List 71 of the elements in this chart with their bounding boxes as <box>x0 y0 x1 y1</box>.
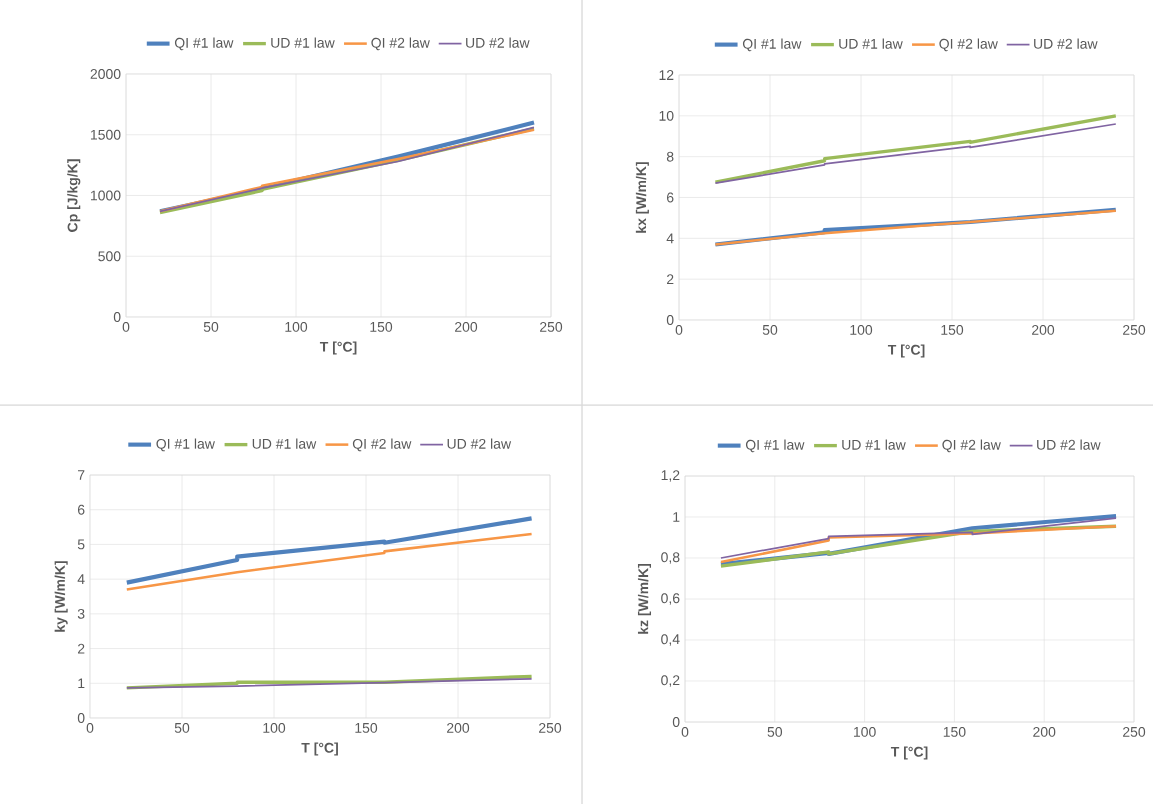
y-tick-label: 2000 <box>90 69 121 79</box>
y-tick-label: 2 <box>667 274 674 285</box>
x-tick-label: 100 <box>263 722 286 733</box>
y-axis-title: kz [W/m/K] <box>637 564 652 634</box>
legend-label: QI #2 law <box>942 439 1001 453</box>
legend-label: QI #2 law <box>352 438 412 452</box>
y-tick-label: 2 <box>77 643 85 654</box>
x-tick-label: 250 <box>1123 324 1146 335</box>
x-tick-label: 100 <box>850 324 873 335</box>
y-tick-label: 4 <box>666 233 674 244</box>
legend-label: UD #1 law <box>839 38 903 49</box>
x-tick-label: 50 <box>767 726 783 737</box>
x-tick-label: 50 <box>203 321 219 332</box>
y-tick-label: 6 <box>667 192 674 203</box>
legend-label: UD #1 law <box>842 439 906 450</box>
x-tick-label: 200 <box>447 722 470 733</box>
y-tick-label: 1000 <box>90 190 121 201</box>
y-tick-label: 8 <box>666 151 674 162</box>
x-axis-title: T [°C] <box>890 746 928 760</box>
x-tick-label: 50 <box>174 722 190 733</box>
legend-label: UD #2 law <box>466 37 530 48</box>
legend-label: UD #2 law <box>447 438 512 449</box>
legend-label: QI #2 law <box>939 38 998 52</box>
x-tick-label: 250 <box>540 321 563 332</box>
x-tick-label: 150 <box>370 321 393 332</box>
legend-label: QI #1 law <box>156 438 215 452</box>
legend-label: UD #1 law <box>271 37 335 48</box>
y-tick-label: 0,2 <box>661 675 680 687</box>
legend-label: UD #2 law <box>1034 38 1098 49</box>
legend-label: UD #2 law <box>1037 439 1101 450</box>
x-tick-label: 50 <box>762 324 778 335</box>
legend-label: QI #1 law <box>745 439 805 453</box>
y-tick-label: 4 <box>77 574 85 584</box>
y-tick-label: 12 <box>659 70 674 80</box>
x-tick-label: 200 <box>455 321 478 332</box>
y-tick-label: 0,8 <box>661 552 680 564</box>
x-tick-label: 100 <box>854 726 876 737</box>
x-axis-title: T [°C] <box>319 341 357 355</box>
x-tick-label: 200 <box>1032 324 1055 335</box>
x-tick-label: 0 <box>122 321 130 332</box>
y-tick-label: 10 <box>659 110 674 121</box>
y-tick-label: 6 <box>77 504 85 515</box>
legend-label: QI #1 law <box>174 37 234 51</box>
y-tick-label: 0 <box>77 713 85 723</box>
x-tick-label: 150 <box>941 324 964 335</box>
y-axis-title: ky [W/m/K] <box>54 561 68 632</box>
x-axis-title: T [°C] <box>301 742 338 756</box>
y-tick-label: 500 <box>98 251 121 262</box>
y-tick-label: 0,6 <box>661 593 680 605</box>
x-axis-title: T [°C] <box>887 344 925 358</box>
y-axis-title: kx [W/m/K] <box>635 162 649 233</box>
y-tick-label: 1 <box>673 512 680 522</box>
y-tick-label: 1 <box>78 678 85 689</box>
x-tick-label: 150 <box>355 722 378 733</box>
y-tick-label: 7 <box>77 470 85 480</box>
y-tick-label: 3 <box>77 608 85 619</box>
x-tick-label: 200 <box>1033 726 1056 737</box>
legend-label: QI #1 law <box>742 38 802 52</box>
y-tick-label: 0 <box>113 312 121 322</box>
y-tick-label: 1500 <box>90 129 121 140</box>
y-tick-label: 0,4 <box>661 634 680 646</box>
x-tick-label: 250 <box>539 722 562 733</box>
y-tick-label: 5 <box>77 539 85 550</box>
y-tick-label: 1,2 <box>661 470 680 482</box>
y-axis-title: Cp [J/kg/K] <box>67 159 81 232</box>
legend-label: UD #1 law <box>252 438 317 449</box>
legend-label: QI #2 law <box>371 37 430 51</box>
x-tick-label: 0 <box>681 726 689 737</box>
x-tick-label: 150 <box>943 726 966 737</box>
x-tick-label: 250 <box>1123 726 1146 737</box>
x-tick-label: 100 <box>285 321 308 332</box>
